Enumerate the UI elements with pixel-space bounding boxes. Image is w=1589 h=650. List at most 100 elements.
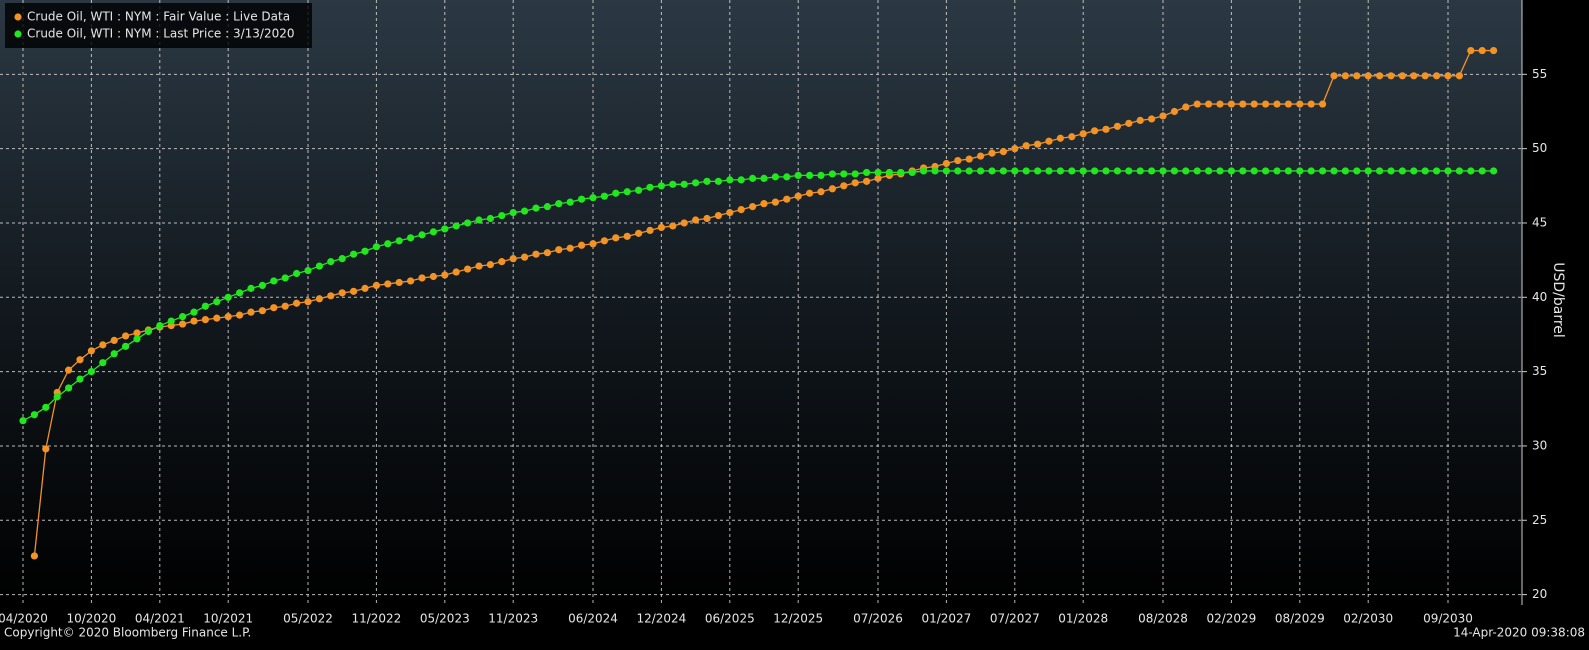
data-point <box>452 222 460 230</box>
data-point <box>464 219 472 227</box>
data-point <box>1102 125 1110 133</box>
data-point <box>1205 167 1213 175</box>
data-point <box>1273 167 1281 175</box>
data-point <box>1296 167 1304 175</box>
data-point <box>258 307 266 315</box>
data-point <box>1045 167 1053 175</box>
data-point <box>1478 167 1486 175</box>
data-point <box>1330 167 1338 175</box>
data-point <box>407 234 415 242</box>
data-point <box>1182 167 1190 175</box>
data-point <box>1125 167 1133 175</box>
data-point <box>1467 167 1475 175</box>
data-point <box>783 195 791 203</box>
data-point <box>76 375 84 383</box>
data-point <box>179 320 187 328</box>
data-point <box>1045 137 1053 145</box>
x-tick-label: 02/2029 <box>1206 612 1256 626</box>
data-point <box>657 223 666 232</box>
data-point <box>942 167 951 175</box>
data-point <box>1193 167 1201 175</box>
data-point <box>384 240 392 248</box>
data-point <box>19 417 27 425</box>
data-point <box>1205 100 1213 108</box>
data-point <box>201 315 209 324</box>
data-point <box>806 189 814 197</box>
data-point <box>794 171 802 180</box>
data-point <box>361 284 369 292</box>
data-point <box>1113 122 1121 130</box>
data-point <box>509 255 517 263</box>
data-point <box>30 552 38 560</box>
data-point <box>817 188 825 196</box>
data-point <box>1284 167 1292 175</box>
data-point <box>42 403 50 411</box>
data-point <box>669 222 677 230</box>
y-tick-label: 25 <box>1532 513 1547 527</box>
data-point <box>851 179 859 187</box>
data-point <box>224 293 232 301</box>
x-tick-label: 07/2026 <box>853 612 903 626</box>
y-tick-label: 50 <box>1532 141 1547 155</box>
data-point <box>1068 133 1076 141</box>
y-tick-label: 30 <box>1532 438 1547 452</box>
data-point <box>122 332 130 340</box>
legend-label: Crude Oil, WTI : NYM : Last Price : 3/13… <box>27 27 295 41</box>
data-point <box>532 204 540 212</box>
data-point <box>965 167 973 175</box>
data-point <box>429 272 437 281</box>
data-point <box>1079 167 1087 175</box>
legend-label: Crude Oil, WTI : NYM : Fair Value : Live… <box>27 10 290 24</box>
data-point <box>749 203 757 211</box>
data-point <box>931 167 939 175</box>
data-point <box>566 198 574 206</box>
data-point <box>213 298 221 306</box>
data-point <box>1148 167 1156 175</box>
data-point <box>441 225 449 233</box>
data-point <box>1239 167 1247 175</box>
data-point <box>122 342 130 350</box>
data-point <box>384 280 392 288</box>
data-point <box>1011 145 1019 153</box>
data-point <box>1353 167 1361 175</box>
data-point <box>817 171 825 180</box>
data-point <box>521 207 529 215</box>
data-point <box>794 192 802 200</box>
data-point <box>144 327 152 336</box>
data-point <box>806 171 814 180</box>
data-point <box>1262 100 1270 108</box>
data-point <box>270 304 278 312</box>
data-point <box>213 314 221 322</box>
data-point <box>509 208 517 217</box>
data-point <box>680 219 688 227</box>
data-point <box>714 177 723 185</box>
data-point <box>1319 100 1327 108</box>
data-point <box>1319 167 1327 175</box>
data-point <box>954 156 962 165</box>
data-point <box>201 302 209 310</box>
data-point <box>1296 100 1304 108</box>
data-point <box>190 317 198 325</box>
data-point <box>1455 167 1463 175</box>
x-tick-label: 02/2030 <box>1343 612 1393 626</box>
data-point <box>53 393 61 401</box>
data-point <box>372 281 380 290</box>
data-point <box>1341 167 1349 175</box>
data-point <box>1364 72 1372 80</box>
data-point <box>828 170 837 178</box>
data-point <box>1216 100 1224 108</box>
data-point <box>828 185 837 193</box>
data-point <box>1068 167 1076 175</box>
data-point <box>395 237 403 245</box>
data-point <box>600 237 609 245</box>
data-point <box>247 308 255 316</box>
data-point <box>737 205 745 214</box>
data-point <box>110 350 118 358</box>
data-point <box>589 194 597 202</box>
data-point <box>635 229 643 237</box>
data-point <box>498 211 506 220</box>
x-tick-label: 06/2025 <box>705 612 755 626</box>
data-point <box>293 299 301 307</box>
data-point <box>1284 100 1292 108</box>
data-point <box>350 287 358 295</box>
